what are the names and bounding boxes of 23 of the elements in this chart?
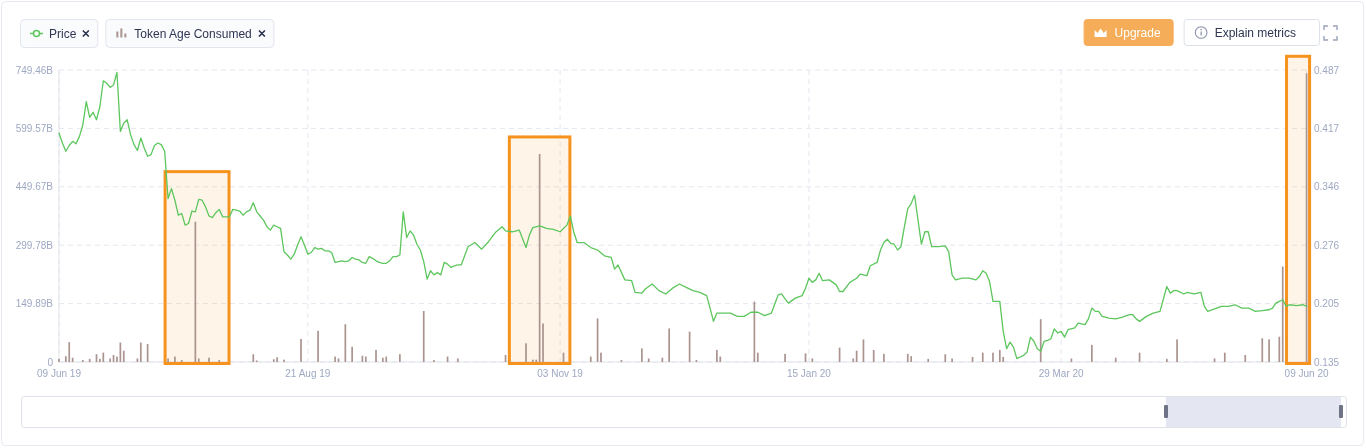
y2-tick-label: 0.135 [1314, 356, 1340, 368]
y-tick-label: 0 [47, 356, 54, 368]
x-tick-label: 21 Aug 19 [285, 368, 331, 379]
y2-tick-label: 0.205 [1314, 298, 1340, 310]
y-tick-label: 599.57B [15, 122, 54, 134]
line-series [58, 71, 1308, 360]
text: Explain metrics [1214, 25, 1296, 40]
y2-tick-label: 0.346 [1314, 181, 1340, 193]
x-tick-label: 29 Mar 20 [1038, 368, 1085, 379]
y-tick-label: 449.67B [15, 181, 54, 193]
x-tick-label: 09 Jun 19 [37, 368, 82, 379]
legend-label: Token Age Consumed [134, 26, 252, 41]
y-tick-label: 749.46B [15, 64, 54, 76]
y2-tick-label: 0.417 [1314, 122, 1340, 134]
y2-tick-label: 0.487 [1314, 64, 1340, 76]
legend-label: Price [49, 26, 77, 41]
x-tick-label: 03 Nov 19 [537, 368, 584, 379]
x-tick-label: 09 Jun 20 [1284, 368, 1329, 379]
y2-tick-label: 0.276 [1314, 239, 1340, 251]
x-tick-label: 15 Jan 20 [786, 368, 832, 379]
y-tick-label: 149.89B [15, 298, 54, 310]
text: Upgrade [1114, 25, 1161, 40]
y-tick-label: 299.78B [15, 239, 54, 251]
